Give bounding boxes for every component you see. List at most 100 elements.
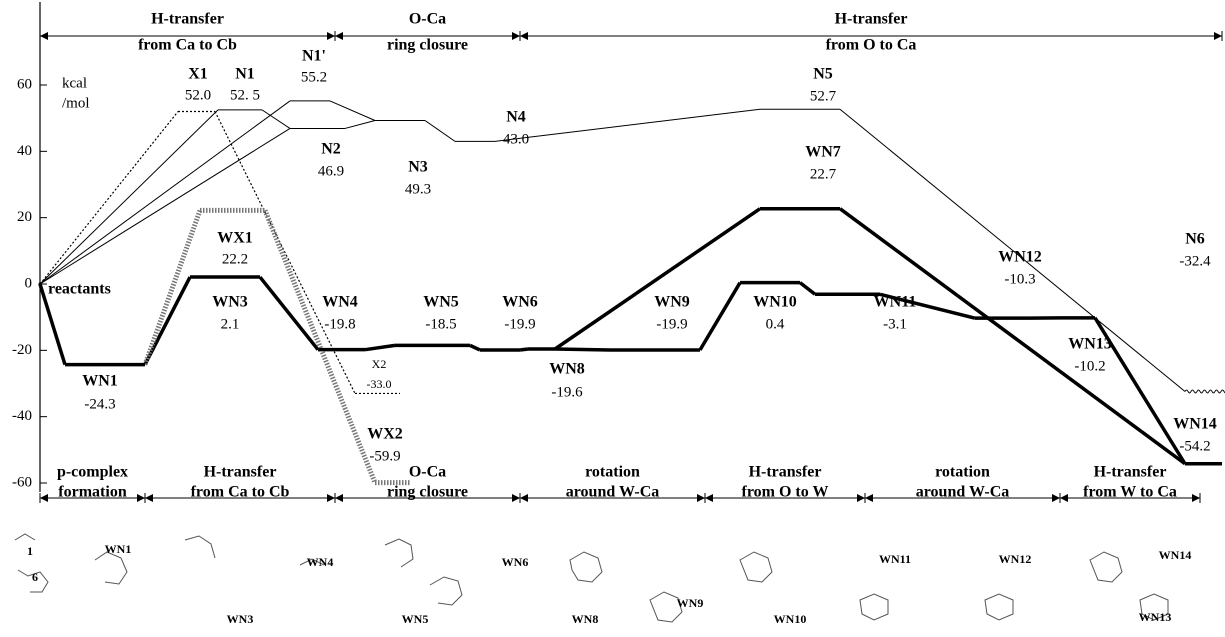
arrow-head [857, 494, 865, 502]
structure-label: WN14 [1159, 548, 1192, 562]
state-name: WN14 [1173, 416, 1217, 433]
state-value: 52.0 [185, 87, 211, 103]
arrow-head [1192, 494, 1200, 502]
section-label: from W to Ca [1083, 484, 1177, 501]
connector [700, 283, 740, 350]
connector [260, 277, 318, 350]
arrow-head [1060, 494, 1068, 502]
arrow-head [520, 494, 528, 502]
structure-label: WN10 [774, 612, 807, 626]
section-label: O-Ca [409, 464, 446, 481]
section-label: H-transfer [835, 11, 908, 28]
arrow-head [1052, 494, 1060, 502]
section-label: from Ca to Cb [138, 37, 237, 54]
y-tick-label: 60 [17, 76, 32, 92]
arrow-head [512, 32, 520, 40]
state-value: 52. 5 [230, 87, 260, 103]
arrow-head [1214, 32, 1222, 40]
structure-label: WN5 [402, 612, 429, 626]
state-value: 46.9 [318, 163, 344, 179]
state-name: N5 [813, 66, 833, 83]
arrow-head [705, 494, 713, 502]
state-name: WN4 [322, 294, 358, 311]
y-tick-label: -60 [12, 474, 32, 490]
connector [265, 210, 375, 482]
section-label: rotation [935, 464, 990, 481]
structure-label: WN12 [999, 552, 1032, 566]
state-value: 0.4 [766, 316, 785, 332]
energy-level [1185, 390, 1225, 393]
arrow-head [145, 494, 153, 502]
state-name: WN9 [654, 294, 690, 311]
arrow-head [327, 32, 335, 40]
state-name: N1 [235, 66, 255, 83]
connector [520, 349, 528, 350]
arrow-head [697, 494, 705, 502]
state-name: WN3 [212, 294, 248, 311]
structure-label: WN13 [1139, 610, 1172, 624]
state-value: 55.2 [301, 69, 327, 85]
section-label: H-transfer [204, 464, 277, 481]
connector [262, 110, 290, 129]
state-value: -54.2 [1179, 438, 1210, 454]
y-tick-label: 40 [17, 143, 32, 159]
state-value: -19.9 [504, 316, 535, 332]
state-name: WN7 [805, 144, 841, 161]
state-value: -33.0 [367, 377, 392, 391]
state-value: 49.3 [405, 181, 431, 197]
section-label: formation [58, 484, 127, 501]
unit-label: kcal [62, 75, 87, 91]
structure-label: WN9 [677, 596, 704, 610]
section-label: p-complex [57, 464, 128, 481]
structure-label: WN3 [227, 612, 254, 626]
molecule-sketches [15, 534, 1168, 622]
connector [145, 277, 190, 365]
arrow-head [137, 494, 145, 502]
section-label: ring closure [387, 37, 468, 54]
state-value: -10.3 [1004, 271, 1035, 287]
chart: kcal /mol -60-40-200204060H-transferfrom… [0, 0, 1225, 637]
arrow-head [335, 32, 343, 40]
state-name: WN13 [1068, 336, 1112, 353]
state-name: reactants [48, 281, 111, 298]
state-name: N1' [302, 48, 326, 65]
y-tick-label: 20 [17, 209, 32, 225]
structure-label: WN1 [105, 542, 132, 556]
structure-label: WN4 [307, 555, 334, 569]
arrow-head [40, 32, 48, 40]
state-name: N2 [321, 141, 341, 158]
arrow-head [327, 494, 335, 502]
state-name: WX1 [217, 230, 253, 247]
state-name: WN5 [423, 294, 459, 311]
state-name: WN6 [502, 294, 538, 311]
state-value: -24.3 [84, 396, 115, 412]
state-value: -59.9 [369, 448, 400, 464]
structure-label: 1 [27, 544, 33, 558]
arrow-head [335, 494, 343, 502]
arrow-head [40, 494, 48, 502]
state-value: -32.4 [1179, 253, 1211, 269]
y-tick-label: -40 [12, 408, 32, 424]
section-label: O-Ca [409, 11, 446, 28]
state-name: WX2 [367, 426, 403, 443]
structure-label: WN8 [572, 612, 599, 626]
state-value: -19.8 [324, 316, 355, 332]
connector [40, 110, 218, 284]
connector [145, 210, 200, 364]
y-tick-label: -20 [12, 342, 32, 358]
arrow-head [865, 494, 873, 502]
section-label: H-transfer [151, 11, 224, 28]
energy-level [39, 283, 42, 286]
structure-label: 6 [32, 570, 38, 584]
arrow-head [512, 494, 520, 502]
state-value: -10.2 [1074, 358, 1105, 374]
section-label: from O to W [742, 484, 829, 501]
state-name: N3 [408, 159, 428, 176]
section-label: H-transfer [1094, 464, 1167, 481]
connector [425, 120, 455, 141]
state-name: N4 [506, 109, 526, 126]
state-value: -3.1 [883, 316, 907, 332]
state-name: WN1 [82, 373, 118, 390]
state-name: WN11 [874, 294, 917, 311]
section-label: around W-Ca [566, 484, 660, 501]
